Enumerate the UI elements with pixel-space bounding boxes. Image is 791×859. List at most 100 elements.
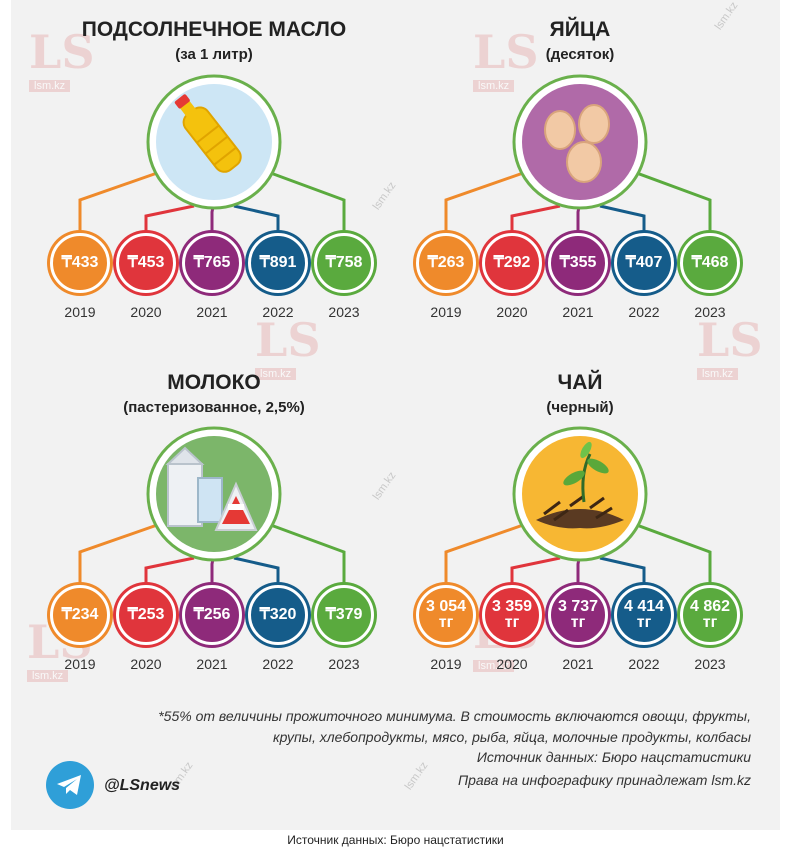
watermark-site: lsm.kz	[697, 368, 739, 380]
chart-subtitle: (за 1 литр)	[175, 46, 253, 63]
connector-line	[233, 204, 280, 233]
watermark-brand: LS	[29, 25, 95, 79]
data-label: ₸468	[691, 254, 729, 271]
chart-subtitle: (десяток)	[545, 46, 615, 63]
watermark-brand: LS	[473, 25, 539, 79]
connector-line	[510, 204, 561, 233]
connector-line	[233, 556, 280, 585]
year-label: 2020	[496, 656, 528, 672]
chart-title: МОЛОКО	[167, 371, 261, 394]
connector-line	[144, 556, 195, 585]
data-label: 4 862 тг	[689, 598, 731, 631]
watermark-logo: LS lsm.kz	[29, 25, 95, 93]
data-label: 3 054 тг	[425, 598, 467, 631]
data-label: ₸891	[259, 254, 297, 271]
data-label: ₸433	[61, 254, 99, 271]
connector-line	[267, 522, 346, 585]
year-label: 2019	[430, 304, 462, 320]
image-caption: Источник данных: Бюро нацстатистики	[287, 833, 504, 847]
footnote: *55% от величины прожиточного минимума. …	[158, 708, 751, 745]
value-bubble: ₸891	[248, 233, 308, 293]
year-label: 2020	[130, 304, 162, 320]
data-label: 4 414 тг	[623, 598, 665, 631]
eggs-icon	[518, 80, 642, 209]
year-label: 2021	[562, 656, 594, 672]
tea-leaves-icon	[518, 432, 642, 561]
connector-line	[510, 556, 561, 585]
chart-subtitle: (черный)	[546, 399, 614, 416]
milk-cartons-icon	[152, 432, 276, 561]
source-note: Источник данных: Бюро нацстатистики	[476, 749, 751, 765]
telegram-handle[interactable]: @LSnews	[104, 777, 181, 794]
value-bubble: ₸292	[482, 233, 542, 293]
connector-line	[444, 170, 527, 233]
data-label: ₸253	[127, 606, 165, 623]
connector-line	[633, 170, 712, 233]
watermark-site: lsm.kz	[473, 80, 515, 92]
value-bubble: ₸758	[314, 233, 374, 293]
watermark-site: lsm.kz	[29, 80, 71, 92]
value-bubble: ₸256	[182, 585, 242, 645]
value-bubble: 3 054 тг	[416, 585, 476, 645]
connector-line	[599, 556, 646, 585]
data-label: 3 737 тг	[557, 598, 599, 631]
year-label: 2022	[628, 656, 660, 672]
data-label: ₸758	[325, 254, 363, 271]
value-bubble: ₸355	[548, 233, 608, 293]
value-bubble: ₸263	[416, 233, 476, 293]
watermark-brand: LS	[255, 313, 321, 367]
value-bubble: 4 414 тг	[614, 585, 674, 645]
value-bubble: 4 862 тг	[680, 585, 740, 645]
data-label: ₸292	[493, 254, 531, 271]
watermark-brand: LS	[697, 313, 763, 367]
chart-title: ЯЙЦА	[549, 18, 611, 41]
year-label: 2023	[328, 656, 360, 672]
year-label: 2019	[430, 656, 462, 672]
watermark-site: lsm.kz	[27, 670, 69, 682]
data-label: 3 359 тг	[491, 598, 533, 631]
year-label: 2019	[64, 656, 96, 672]
chart-subtitle: (пастеризованное, 2,5%)	[123, 399, 305, 416]
telegram-icon[interactable]	[46, 761, 94, 809]
chart-title: ЧАЙ	[557, 371, 603, 394]
connector-line	[444, 522, 527, 585]
year-label: 2023	[694, 656, 726, 672]
data-label: ₸453	[127, 254, 165, 271]
year-label: 2022	[262, 304, 294, 320]
year-label: 2022	[628, 304, 660, 320]
data-label: ₸263	[427, 254, 465, 271]
year-label: 2022	[262, 656, 294, 672]
connector-line	[78, 522, 161, 585]
year-label: 2023	[694, 304, 726, 320]
value-bubble: ₸234	[50, 585, 110, 645]
year-label: 2019	[64, 304, 96, 320]
connector-line	[267, 170, 346, 233]
value-bubble: 3 737 тг	[548, 585, 608, 645]
data-label: ₸256	[193, 606, 231, 623]
infographic-card: LS lsm.kz LS lsm.kz LS lsm.kz LS lsm.kz …	[11, 0, 780, 830]
value-bubble: 3 359 тг	[482, 585, 542, 645]
oil-bottle-icon	[152, 80, 276, 209]
year-label: 2021	[196, 656, 228, 672]
value-bubble: ₸253	[116, 585, 176, 645]
data-label: ₸407	[625, 254, 663, 271]
value-bubble: ₸320	[248, 585, 308, 645]
value-bubble: ₸468	[680, 233, 740, 293]
year-label: 2020	[130, 656, 162, 672]
value-bubble: ₸433	[50, 233, 110, 293]
watermark-logo: LS lsm.kz	[697, 313, 763, 381]
value-bubble: ₸765	[182, 233, 242, 293]
watermark-site: lsm.kz	[255, 368, 297, 380]
connector-line	[144, 204, 195, 233]
value-bubble: ₸407	[614, 233, 674, 293]
value-bubble: ₸379	[314, 585, 374, 645]
watermark-logo: LS lsm.kz	[255, 313, 321, 381]
connector-line	[599, 204, 646, 233]
rights-note: Права на инфографику принадлежат lsm.kz	[457, 772, 751, 788]
watermark-logo: LS lsm.kz	[473, 25, 539, 93]
year-label: 2021	[562, 304, 594, 320]
connector-line	[78, 170, 161, 233]
connector-line	[633, 522, 712, 585]
year-label: 2020	[496, 304, 528, 320]
chart-title: ПОДСОЛНЕЧНОЕ МАСЛО	[81, 18, 347, 41]
